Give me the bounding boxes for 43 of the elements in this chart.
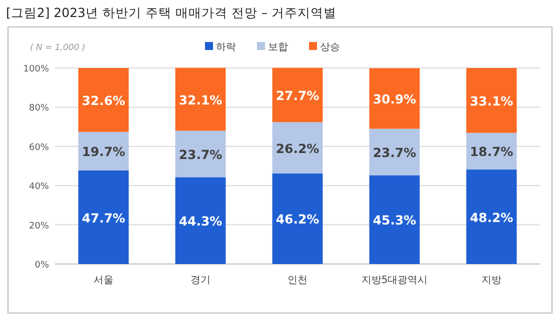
data-label: 27.7% — [276, 88, 320, 103]
data-label: 44.3% — [178, 214, 223, 229]
x-tick-label: 경기 — [190, 275, 210, 286]
chart-title: [그림2] 2023년 하반기 주택 매매가격 전망 – 거주지역별 — [6, 5, 337, 20]
data-label: 18.7% — [470, 144, 514, 160]
bar — [466, 170, 517, 264]
data-label: 46.2% — [276, 212, 320, 227]
y-tick-label: 0% — [34, 260, 50, 270]
bar — [78, 170, 129, 264]
data-label: 19.7% — [82, 144, 126, 160]
bar — [175, 68, 226, 131]
data-label: 23.7% — [372, 144, 417, 160]
data-label: 30.9% — [372, 91, 417, 106]
x-tick-label: 지방 — [482, 275, 502, 286]
chart-subtitle: ( N = 1,000 ) — [30, 43, 86, 53]
y-tick-label: 80% — [28, 104, 50, 114]
legend-label: 상승 — [320, 42, 340, 53]
y-tick-label: 100% — [23, 64, 50, 74]
bar — [175, 130, 226, 178]
data-label: 32.6% — [82, 92, 126, 108]
bar — [272, 68, 323, 122]
y-tick-label: 40% — [28, 182, 50, 192]
legend-label: 보합 — [268, 42, 288, 53]
bar — [466, 68, 517, 133]
x-tick-label: 인천 — [288, 275, 308, 286]
data-label: 32.1% — [178, 92, 223, 108]
bar — [369, 68, 420, 129]
bar — [175, 177, 226, 264]
bar — [369, 175, 420, 264]
y-tick-label: 20% — [28, 221, 50, 232]
x-tick-label: 서울 — [94, 275, 114, 286]
y-tick-label: 60% — [28, 142, 50, 153]
data-label: 23.7% — [178, 146, 223, 162]
data-label: 33.1% — [470, 93, 514, 108]
legend-label: 하락 — [216, 42, 236, 53]
data-label: 45.3% — [372, 212, 417, 228]
bar — [272, 173, 323, 264]
x-tick-label: 지방5대광역시 — [361, 275, 428, 286]
data-label: 48.2% — [470, 210, 514, 225]
data-label: 47.7% — [82, 210, 126, 226]
bar — [272, 122, 323, 174]
data-label: 26.2% — [276, 140, 320, 156]
bar — [78, 68, 129, 132]
